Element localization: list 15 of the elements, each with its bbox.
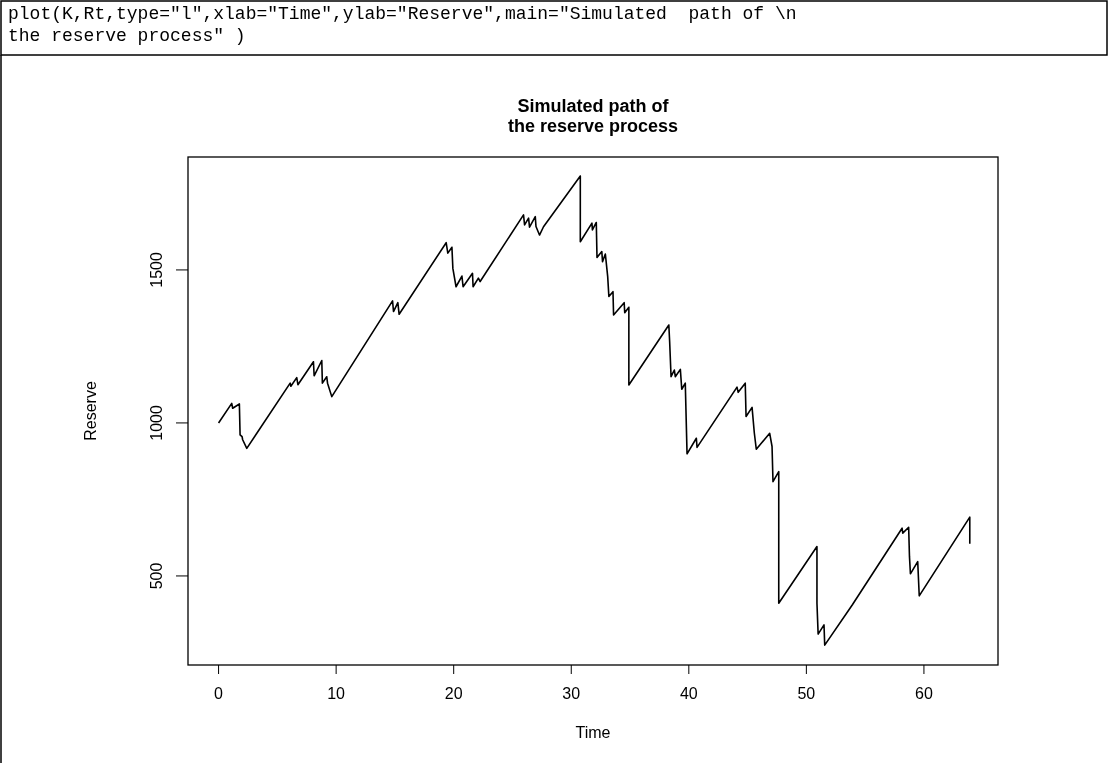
y-tick-label: 1500 [148, 252, 165, 288]
x-axis-title: Time [575, 724, 611, 741]
x-tick-label: 40 [679, 685, 698, 702]
y-tick-label: 500 [148, 562, 165, 590]
x-tick-label: 20 [444, 685, 463, 702]
chart-title: Simulated path of the reserve process [507, 96, 679, 136]
x-tick-label: 50 [797, 685, 816, 702]
x-tick-label: 10 [327, 685, 346, 702]
text: plot(K,Rt,type="l",xlab="Time",ylab="Reserve",main="Simulated path of \n the reserve process" ) [8, 4, 797, 46]
x-tick-label: 60 [915, 685, 933, 702]
x-tick-label: 0 [214, 685, 224, 702]
x-tick-label: 30 [562, 685, 581, 702]
y-axis-title: Reserve [82, 381, 99, 441]
line-series [217, 175, 971, 646]
y-tick-label: 1000 [148, 405, 165, 441]
